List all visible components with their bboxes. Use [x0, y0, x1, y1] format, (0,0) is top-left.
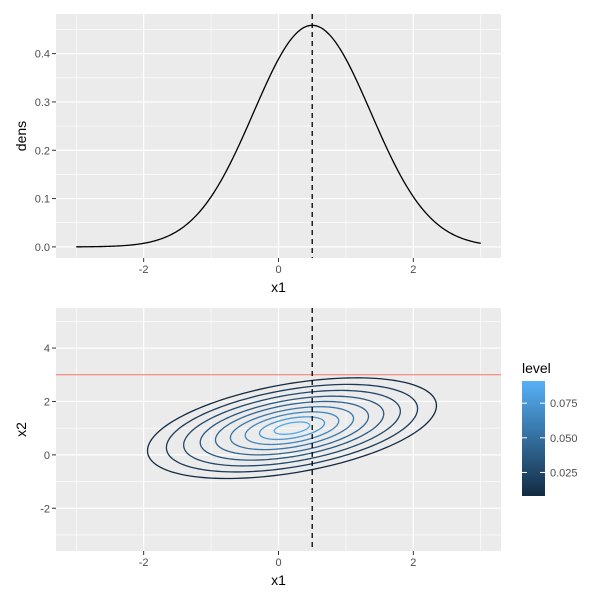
density-major-gridlines — [56, 14, 501, 258]
contour-y-tick-label: 4 — [44, 343, 50, 355]
density-x-axis-title: x1 — [271, 279, 286, 295]
legend-title: level — [522, 360, 551, 376]
density-y-ticks: 0.0 0.1 0.2 0.3 0.4 — [35, 49, 56, 254]
density-x-tick-label: 0 — [275, 264, 281, 276]
contour-line-7 — [244, 411, 340, 446]
density-y-tick-label: 0.0 — [35, 242, 50, 254]
density-y-tick-label: 0.3 — [35, 97, 50, 109]
density-y-tick-label: 0.4 — [35, 49, 50, 61]
contour-y-tick-label: 0 — [44, 450, 50, 462]
contour-line-2 — [165, 383, 419, 473]
legend-tick-label: 0.075 — [550, 398, 578, 410]
density-panel: -2 0 2 0.0 0.1 0.2 0.3 0.4 x1 dens — [13, 14, 501, 295]
legend-tick-label: 0.025 — [550, 467, 578, 479]
contour-x-ticks: -2 0 2 — [139, 551, 416, 569]
legend-tick-label: 0.050 — [550, 433, 578, 445]
level-legend: level 0.025 0.050 0.075 — [522, 360, 578, 496]
density-y-tick-label: 0.2 — [35, 145, 50, 157]
density-x-tick-label: 2 — [410, 264, 416, 276]
contour-line-1 — [146, 377, 438, 480]
density-y-axis-title: dens — [13, 121, 29, 151]
contour-line-4 — [199, 395, 385, 461]
contour-lines — [146, 377, 438, 480]
contour-y-axis-title: x2 — [13, 422, 29, 437]
density-y-tick-label: 0.1 — [35, 194, 50, 206]
contour-line-3 — [182, 389, 401, 467]
contour-line-9 — [273, 421, 311, 435]
density-x-ticks: -2 0 2 — [139, 258, 416, 276]
legend-ticks: 0.025 0.050 0.075 — [522, 398, 578, 479]
contour-line-6 — [229, 406, 355, 451]
contour-y-ticks: -2 0 2 4 — [40, 343, 56, 515]
contour-x-tick-label: -2 — [139, 557, 149, 569]
density-curve — [76, 24, 481, 248]
legend-colorbar — [522, 381, 545, 496]
contour-y-tick-label: -2 — [40, 503, 50, 515]
contour-line-5 — [214, 400, 370, 456]
contour-x-tick-label: 0 — [275, 557, 281, 569]
contour-panel: -2 0 2 -2 0 2 4 x1 x2 — [13, 308, 501, 588]
contour-x-tick-label: 2 — [410, 557, 416, 569]
contour-line-8 — [258, 416, 326, 441]
contour-y-tick-label: 2 — [44, 396, 50, 408]
contour-x-axis-title: x1 — [271, 572, 286, 588]
density-x-tick-label: -2 — [139, 264, 149, 276]
